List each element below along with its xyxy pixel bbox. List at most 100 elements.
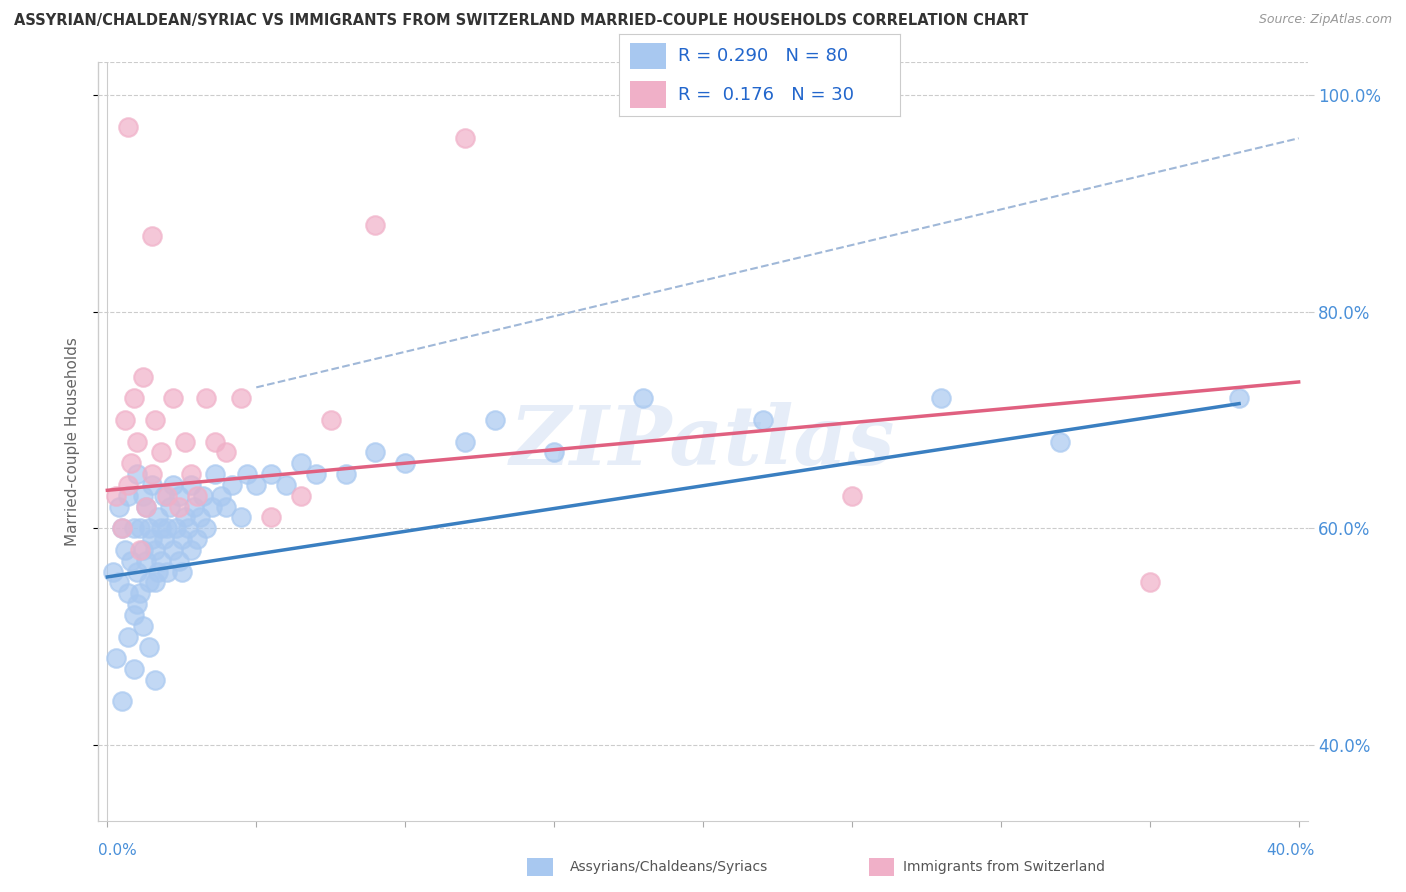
- Point: [105, 489, 128, 503]
- Point: [188, 510, 211, 524]
- Point: [114, 542, 136, 557]
- Point: [141, 532, 163, 546]
- Point: [290, 456, 312, 470]
- Point: [194, 521, 217, 535]
- Point: [129, 542, 152, 557]
- Point: [633, 391, 655, 405]
- Point: [132, 542, 155, 557]
- Point: [162, 542, 184, 557]
- Point: [162, 391, 184, 405]
- Point: [117, 489, 139, 503]
- Text: Source: ZipAtlas.com: Source: ZipAtlas.com: [1258, 13, 1392, 27]
- Point: [929, 391, 952, 405]
- Text: Assyrians/Chaldeans/Syriacs: Assyrians/Chaldeans/Syriacs: [569, 860, 768, 874]
- Point: [173, 434, 195, 449]
- Point: [156, 521, 179, 535]
- Point: [127, 597, 149, 611]
- Point: [180, 478, 202, 492]
- Point: [108, 575, 131, 590]
- Point: [177, 521, 200, 535]
- Point: [1049, 434, 1071, 449]
- Point: [183, 500, 205, 514]
- Point: [135, 500, 157, 514]
- Point: [231, 391, 253, 405]
- Point: [173, 510, 195, 524]
- Point: [143, 575, 166, 590]
- Point: [319, 413, 342, 427]
- Point: [231, 510, 253, 524]
- Point: [111, 521, 134, 535]
- Point: [141, 228, 163, 243]
- Point: [162, 478, 184, 492]
- Point: [364, 445, 387, 459]
- Point: [364, 218, 387, 232]
- Point: [186, 489, 208, 503]
- Point: [194, 391, 217, 405]
- Point: [170, 565, 193, 579]
- Point: [167, 554, 190, 568]
- Point: [143, 413, 166, 427]
- Point: [122, 391, 145, 405]
- Point: [122, 521, 145, 535]
- Point: [1139, 575, 1161, 590]
- Point: [111, 521, 134, 535]
- Text: Immigrants from Switzerland: Immigrants from Switzerland: [903, 860, 1105, 874]
- Point: [305, 467, 328, 481]
- Text: R =  0.176   N = 30: R = 0.176 N = 30: [678, 86, 853, 103]
- Point: [111, 694, 134, 708]
- Point: [146, 565, 169, 579]
- Text: 0.0%: 0.0%: [98, 843, 138, 858]
- Point: [141, 478, 163, 492]
- FancyBboxPatch shape: [630, 81, 666, 108]
- Point: [132, 618, 155, 632]
- Point: [454, 434, 477, 449]
- Point: [135, 554, 157, 568]
- Text: R = 0.290   N = 80: R = 0.290 N = 80: [678, 47, 848, 65]
- Point: [215, 500, 238, 514]
- Point: [153, 489, 176, 503]
- Point: [260, 510, 283, 524]
- Point: [165, 521, 187, 535]
- Point: [122, 662, 145, 676]
- Point: [146, 510, 169, 524]
- Point: [138, 521, 160, 535]
- Point: [156, 489, 179, 503]
- Point: [114, 413, 136, 427]
- Point: [204, 467, 226, 481]
- Text: ZIPatlas: ZIPatlas: [510, 401, 896, 482]
- Point: [127, 467, 149, 481]
- Point: [127, 565, 149, 579]
- Point: [274, 478, 297, 492]
- Point: [129, 586, 152, 600]
- Point: [129, 521, 152, 535]
- Point: [543, 445, 565, 459]
- Point: [841, 489, 863, 503]
- Point: [159, 500, 181, 514]
- Point: [117, 630, 139, 644]
- Point: [215, 445, 238, 459]
- Text: ASSYRIAN/CHALDEAN/SYRIAC VS IMMIGRANTS FROM SWITZERLAND MARRIED-COUPLE HOUSEHOLD: ASSYRIAN/CHALDEAN/SYRIAC VS IMMIGRANTS F…: [14, 13, 1028, 29]
- Point: [156, 565, 179, 579]
- Point: [180, 542, 202, 557]
- Point: [170, 532, 193, 546]
- Text: 40.0%: 40.0%: [1267, 843, 1315, 858]
- Point: [204, 434, 226, 449]
- Point: [454, 131, 477, 145]
- Point: [290, 489, 312, 503]
- Point: [132, 369, 155, 384]
- Point: [143, 542, 166, 557]
- Y-axis label: Married-couple Households: Married-couple Households: [65, 337, 80, 546]
- Point: [105, 651, 128, 665]
- Point: [200, 500, 222, 514]
- Point: [117, 586, 139, 600]
- Point: [335, 467, 357, 481]
- Point: [149, 445, 172, 459]
- FancyBboxPatch shape: [630, 43, 666, 70]
- Point: [209, 489, 232, 503]
- Point: [122, 607, 145, 622]
- Point: [127, 434, 149, 449]
- Point: [108, 500, 131, 514]
- Point: [141, 467, 163, 481]
- Point: [484, 413, 506, 427]
- Point: [149, 521, 172, 535]
